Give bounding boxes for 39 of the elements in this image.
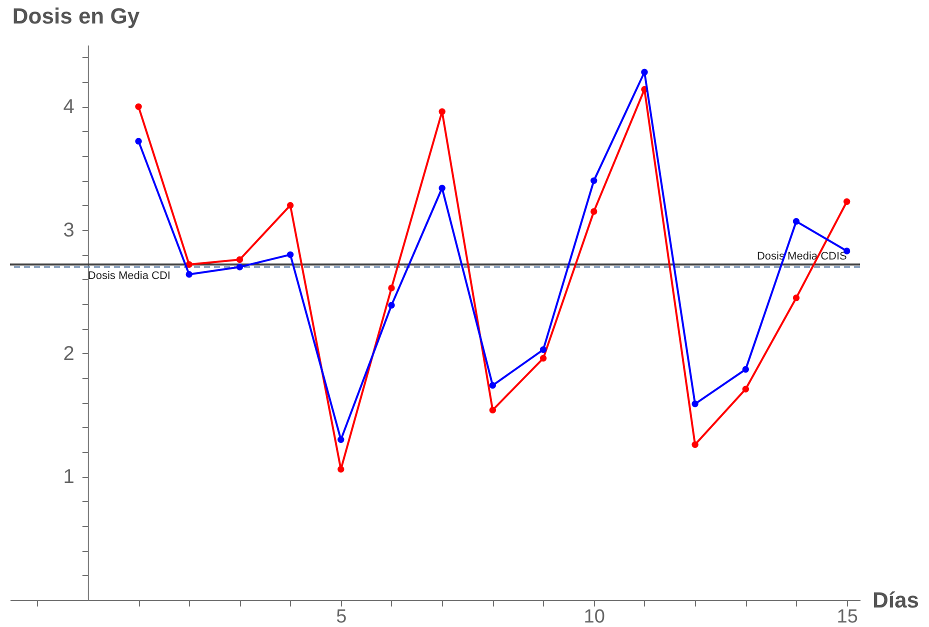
- point: [135, 138, 142, 145]
- point: [236, 256, 244, 263]
- x-tick-label: 15: [836, 606, 858, 627]
- ref-line-label: Dosis Media CDIS: [756, 250, 847, 263]
- point: [792, 218, 800, 225]
- x-tick-label: 5: [336, 606, 347, 627]
- point: [338, 436, 344, 444]
- point: [540, 346, 547, 353]
- point: [286, 251, 294, 258]
- point: [489, 382, 496, 389]
- point: [641, 68, 648, 76]
- point: [540, 354, 547, 362]
- y-axis-title: Dosis en Gy: [12, 4, 140, 28]
- point: [438, 184, 446, 192]
- point: [338, 466, 344, 473]
- point: [286, 202, 294, 209]
- point: [742, 386, 750, 392]
- point: [236, 264, 244, 270]
- point: [590, 177, 598, 184]
- point: [186, 271, 192, 278]
- point: [843, 198, 850, 205]
- x-tick-label: 10: [584, 606, 605, 627]
- y-tick-label: 3: [63, 220, 74, 242]
- y-tick-label: 1: [63, 466, 74, 488]
- y-tick-label: 4: [63, 96, 74, 118]
- x-axis-title: Días: [872, 588, 919, 612]
- point: [438, 108, 446, 115]
- point: [692, 441, 698, 448]
- point: [792, 294, 800, 302]
- point: [742, 366, 750, 373]
- point: [489, 406, 496, 414]
- point: [692, 400, 698, 408]
- point: [186, 261, 192, 268]
- point: [388, 284, 395, 292]
- point: [135, 103, 142, 110]
- point: [590, 208, 598, 215]
- ref-line-label: Dosis Media CDI: [88, 270, 170, 282]
- y-tick-label: 2: [63, 342, 74, 365]
- point: [388, 302, 395, 309]
